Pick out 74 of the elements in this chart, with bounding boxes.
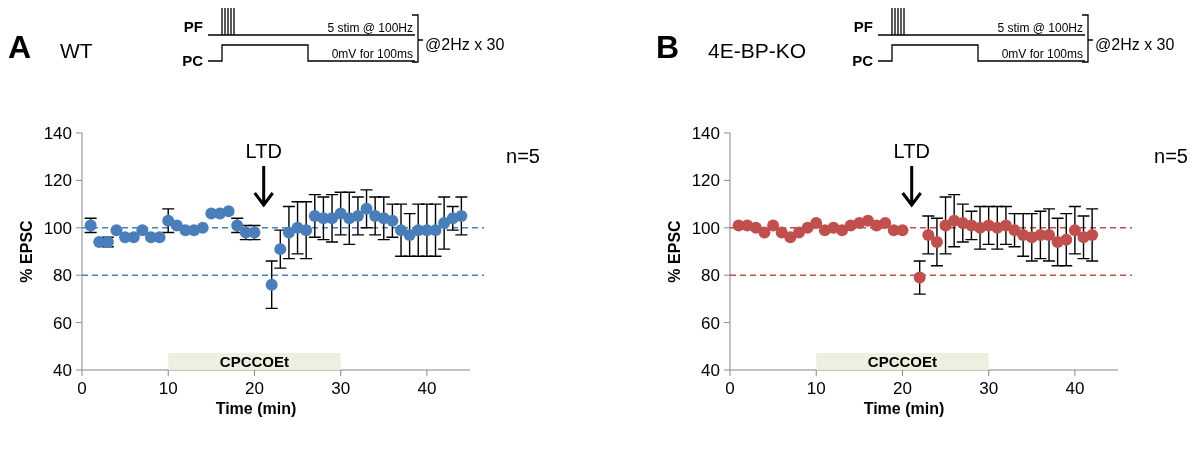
point xyxy=(395,224,408,237)
point xyxy=(1086,228,1099,241)
point xyxy=(351,209,364,222)
point xyxy=(222,205,235,218)
text: PC xyxy=(182,52,204,69)
y-tick-label: 100 xyxy=(43,218,72,238)
x-tick-label: 30 xyxy=(979,379,999,398)
band-label: CPCCOEt xyxy=(219,353,290,370)
x-tick-label: 0 xyxy=(725,379,735,398)
point xyxy=(360,202,373,215)
x-tick-label: 20 xyxy=(244,379,264,398)
y-axis-title: % EPSC xyxy=(18,219,35,283)
y-tick-label: 120 xyxy=(43,171,72,191)
text: @2Hz x 30 xyxy=(1095,36,1175,53)
y-tick-label: 40 xyxy=(701,360,720,380)
point xyxy=(879,217,892,230)
point xyxy=(274,243,287,256)
text: PF xyxy=(183,18,203,35)
text: 5 stim @ 100Hz xyxy=(327,21,413,35)
x-tick-label: 30 xyxy=(331,379,351,398)
chart-title: WT xyxy=(60,39,93,62)
point xyxy=(922,228,935,241)
x-tick-label: 0 xyxy=(77,379,87,398)
text: B xyxy=(656,29,680,65)
y-tick-label: 140 xyxy=(691,123,720,143)
point xyxy=(326,212,339,225)
text: @2Hz x 30 xyxy=(425,36,505,53)
point xyxy=(784,231,797,244)
x-axis-title: Time (min) xyxy=(863,400,945,417)
text: PC xyxy=(852,52,874,69)
point xyxy=(861,214,874,227)
x-tick-label: 40 xyxy=(1065,379,1085,398)
y-tick-label: 120 xyxy=(691,171,720,191)
text: 0mV for 100ms xyxy=(1001,47,1083,61)
y-tick-label: 60 xyxy=(53,313,72,333)
point xyxy=(767,219,780,232)
point xyxy=(930,236,943,249)
text: 5 stim @ 100Hz xyxy=(997,21,1083,35)
x-tick-label: 40 xyxy=(417,379,437,398)
point xyxy=(913,271,926,284)
text: PF xyxy=(853,18,873,35)
y-tick-label: 80 xyxy=(701,266,720,286)
point xyxy=(265,278,278,291)
point xyxy=(386,214,399,227)
x-tick-label: 20 xyxy=(892,379,912,398)
point xyxy=(1060,233,1073,246)
point xyxy=(810,217,823,230)
point xyxy=(196,221,209,234)
text: n=5 xyxy=(1154,145,1188,167)
text: n=5 xyxy=(506,145,540,167)
point xyxy=(1068,224,1081,237)
point xyxy=(136,224,149,237)
text: A xyxy=(8,29,32,65)
point xyxy=(438,217,451,230)
y-tick-label: 140 xyxy=(43,123,72,143)
point xyxy=(110,224,123,237)
y-tick-label: 80 xyxy=(53,266,72,286)
y-tick-label: 60 xyxy=(701,313,720,333)
chart-title: 4E-BP-KO xyxy=(708,39,807,62)
text: 0mV for 100ms xyxy=(331,47,413,61)
annotation: LTD xyxy=(893,140,930,162)
y-tick-label: 40 xyxy=(53,360,72,380)
y-axis-title: % EPSC xyxy=(666,219,683,283)
x-axis-title: Time (min) xyxy=(215,400,297,417)
point xyxy=(455,209,468,222)
point xyxy=(758,226,771,239)
x-tick-label: 10 xyxy=(158,379,178,398)
point xyxy=(300,224,313,237)
point xyxy=(836,224,849,237)
band-label: CPCCOEt xyxy=(867,353,938,370)
annotation: LTD xyxy=(245,140,282,162)
y-tick-label: 100 xyxy=(691,218,720,238)
point xyxy=(1043,228,1056,241)
x-tick-label: 10 xyxy=(806,379,826,398)
